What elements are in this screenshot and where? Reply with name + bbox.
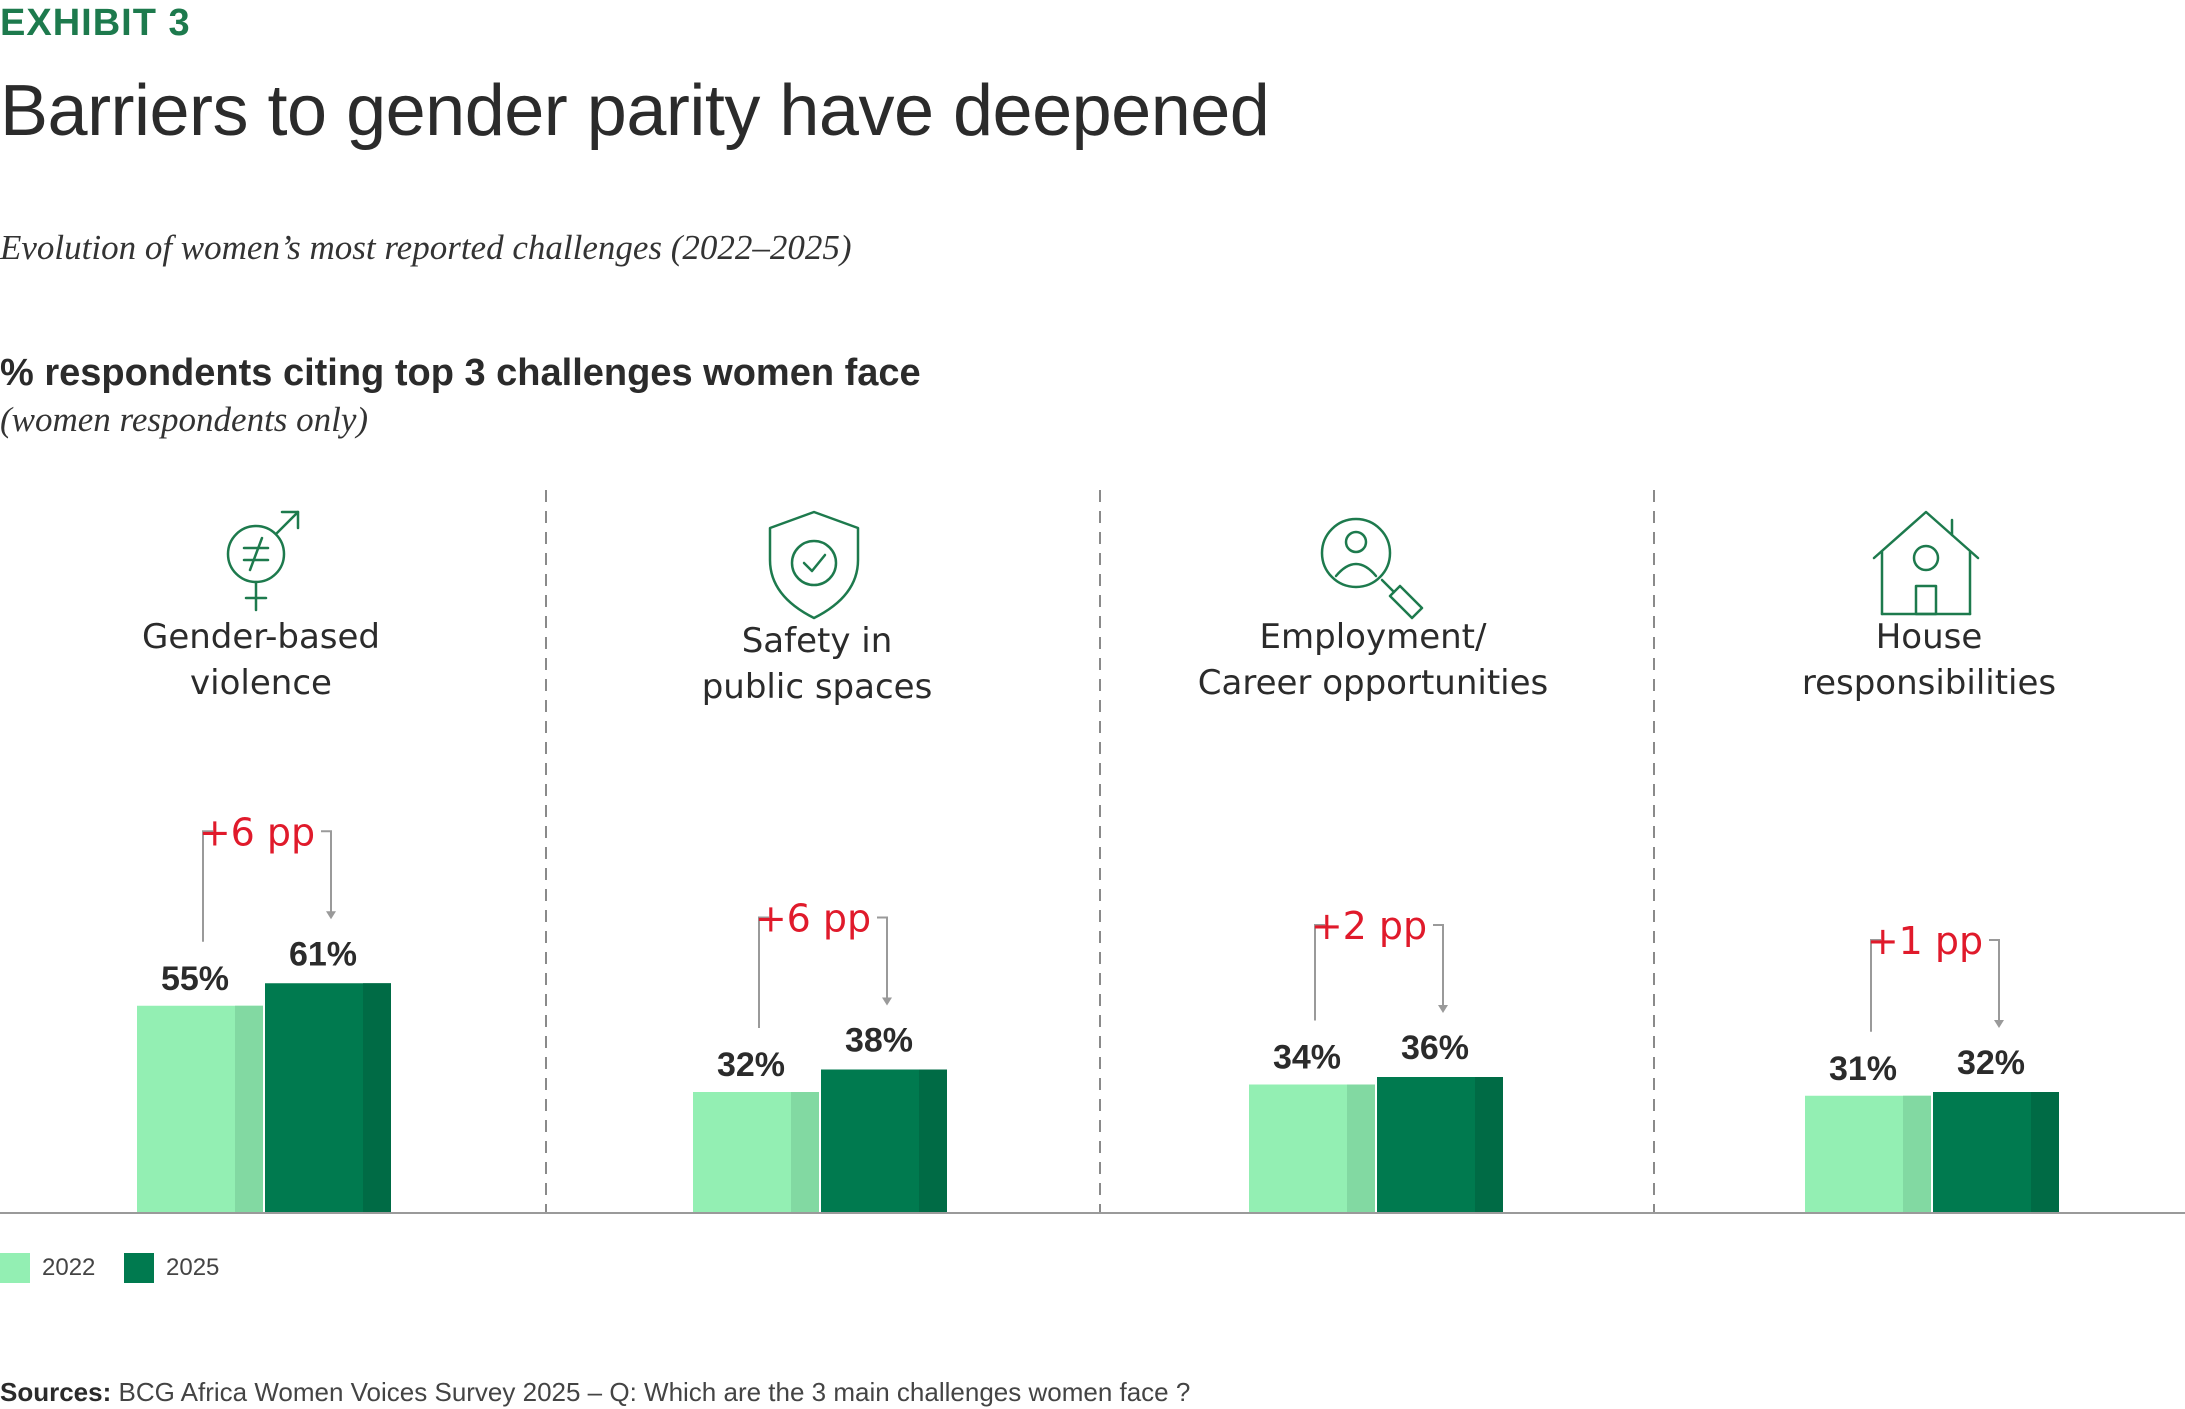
delta-arrowhead — [1994, 1020, 2004, 1028]
delta-bracket-right — [1989, 939, 2000, 1026]
metric-sublabel: (women respondents only) — [0, 400, 369, 439]
delta-bracket-left — [758, 916, 769, 1028]
delta-bracket-right — [877, 916, 888, 1004]
bar-2025-shade — [2031, 1092, 2059, 1212]
page-title: Barriers to gender parity have deepened — [0, 71, 1270, 151]
bar-2022-shade — [1903, 1095, 1931, 1212]
category-label-line: Gender-based — [142, 617, 380, 657]
sources-text: BCG Africa Women Voices Survey 2025 – Q:… — [118, 1377, 1191, 1407]
delta-bracket-left — [1314, 924, 1325, 1021]
legend-swatch-2025 — [124, 1253, 154, 1283]
bar-2022-shade — [1347, 1084, 1375, 1212]
gender-symbol-icon — [226, 510, 300, 612]
data-label-2025: 36% — [1401, 1029, 1469, 1067]
data-label-2025: 38% — [845, 1022, 913, 1060]
data-label-2025: 32% — [1957, 1044, 2025, 1082]
category-label-line: Safety in — [742, 621, 893, 661]
category-label-line: public spaces — [702, 667, 933, 707]
legend-label-2025: 2025 — [166, 1254, 220, 1281]
legend-item-2022: 2022 — [0, 1253, 95, 1283]
delta-bracket-right — [321, 830, 332, 918]
house-icon — [1872, 510, 1980, 616]
delta-arrowhead — [326, 911, 336, 920]
metric-label: % respondents citing top 3 challenges wo… — [0, 352, 921, 394]
legend-item-2025: 2025 — [124, 1253, 219, 1283]
delta-arrowhead — [882, 997, 892, 1006]
delta-label: +2 pp — [1311, 904, 1427, 948]
delta-bracket-left — [1870, 939, 1881, 1032]
delta-bracket-left — [202, 830, 213, 942]
bar-2025-shade — [919, 1069, 947, 1212]
data-label-2022: 34% — [1273, 1039, 1341, 1077]
category-label-line: Employment/ — [1260, 617, 1487, 657]
bar-2025-shade — [363, 983, 391, 1212]
shield-check-icon — [768, 510, 860, 620]
delta-label: +1 pp — [1867, 919, 1983, 963]
data-label-2022: 31% — [1829, 1050, 1897, 1088]
bar-chart: Gender-based violence 55% 61% +6 pp Safety in… — [0, 490, 2185, 1214]
legend-swatch-2022 — [0, 1253, 30, 1283]
data-label-2025: 61% — [289, 935, 357, 973]
bar-2022-shade — [791, 1092, 819, 1212]
delta-bracket-right — [1433, 924, 1444, 1011]
bar-2025-shade — [1475, 1077, 1503, 1212]
category-label-line: responsibilities — [1802, 663, 2056, 703]
category-label-line: House — [1876, 617, 1983, 657]
page-subtitle: Evolution of women’s most reported chall… — [0, 228, 852, 267]
delta-label: +6 pp — [199, 810, 315, 854]
person-search-icon — [1320, 517, 1424, 620]
exhibit-label: EXHIBIT 3 — [0, 2, 191, 44]
delta-arrowhead — [1438, 1005, 1448, 1013]
bar-2022-shade — [235, 1005, 263, 1212]
sources-label: Sources: — [0, 1377, 112, 1407]
sources-note: Sources: BCG Africa Women Voices Survey … — [0, 1377, 1190, 1408]
category-label-line: violence — [190, 663, 332, 703]
category-label-line: Career opportunities — [1198, 663, 1548, 703]
legend-label-2022: 2022 — [42, 1254, 96, 1281]
data-label-2022: 55% — [161, 960, 229, 998]
data-label-2022: 32% — [717, 1046, 785, 1084]
delta-label: +6 pp — [755, 897, 871, 941]
